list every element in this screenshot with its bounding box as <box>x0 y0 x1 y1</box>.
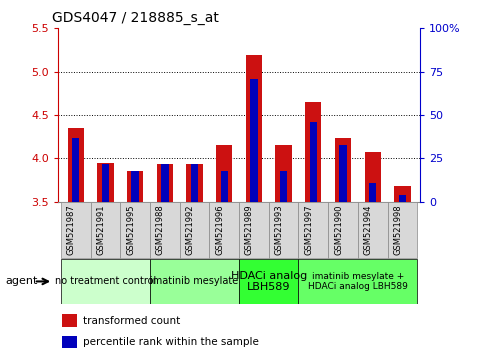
Bar <box>369 183 376 202</box>
Bar <box>358 202 387 258</box>
Bar <box>339 144 347 202</box>
Bar <box>62 314 77 327</box>
Bar <box>97 163 114 202</box>
Text: GSM521994: GSM521994 <box>364 205 373 255</box>
Bar <box>305 102 322 202</box>
Text: transformed count: transformed count <box>84 316 181 326</box>
Bar <box>328 202 358 258</box>
Bar <box>161 164 169 202</box>
Text: percentile rank within the sample: percentile rank within the sample <box>84 337 259 347</box>
Text: GSM521992: GSM521992 <box>185 205 195 255</box>
Text: imatinib mesylate: imatinib mesylate <box>150 276 239 286</box>
Bar <box>221 171 228 202</box>
Bar <box>91 202 120 258</box>
Bar <box>280 171 287 202</box>
Bar <box>120 202 150 258</box>
Bar <box>269 202 298 258</box>
Text: GSM521995: GSM521995 <box>126 205 135 255</box>
Bar <box>150 202 180 258</box>
Text: GSM521993: GSM521993 <box>275 205 284 255</box>
Text: GSM521996: GSM521996 <box>215 205 224 255</box>
Bar <box>72 138 80 202</box>
Bar <box>210 202 239 258</box>
Bar <box>335 138 351 202</box>
Bar <box>156 165 173 202</box>
Text: GSM521988: GSM521988 <box>156 205 165 255</box>
Bar <box>398 195 406 202</box>
Text: no treatment control: no treatment control <box>55 276 156 286</box>
Text: GSM521989: GSM521989 <box>245 205 254 255</box>
Bar <box>186 165 203 202</box>
Bar <box>61 202 91 258</box>
Bar <box>102 164 109 202</box>
Bar <box>239 259 298 303</box>
Bar <box>127 171 143 202</box>
Text: GSM521997: GSM521997 <box>304 205 313 255</box>
Text: GSM521998: GSM521998 <box>393 205 402 255</box>
Text: GSM521990: GSM521990 <box>334 205 343 255</box>
Bar <box>150 259 239 303</box>
Bar <box>180 202 210 258</box>
Bar <box>246 55 262 202</box>
Bar <box>62 336 77 348</box>
Text: GDS4047 / 218885_s_at: GDS4047 / 218885_s_at <box>52 11 219 25</box>
Text: GSM521987: GSM521987 <box>67 205 76 255</box>
Bar <box>365 152 381 202</box>
Bar <box>68 128 84 202</box>
Bar <box>191 164 198 202</box>
Bar <box>394 186 411 202</box>
Text: imatinib mesylate +
HDACi analog LBH589: imatinib mesylate + HDACi analog LBH589 <box>308 272 408 291</box>
Text: GSM521991: GSM521991 <box>97 205 105 255</box>
Bar <box>239 202 269 258</box>
Text: HDACi analog
LBH589: HDACi analog LBH589 <box>231 270 307 292</box>
Bar <box>250 79 257 202</box>
Text: agent: agent <box>6 276 38 286</box>
Bar <box>387 202 417 258</box>
Bar <box>275 144 292 202</box>
Bar <box>216 144 232 202</box>
Bar <box>310 122 317 202</box>
Bar <box>131 171 139 202</box>
Bar <box>61 259 150 303</box>
Bar <box>298 259 417 303</box>
Bar <box>298 202 328 258</box>
